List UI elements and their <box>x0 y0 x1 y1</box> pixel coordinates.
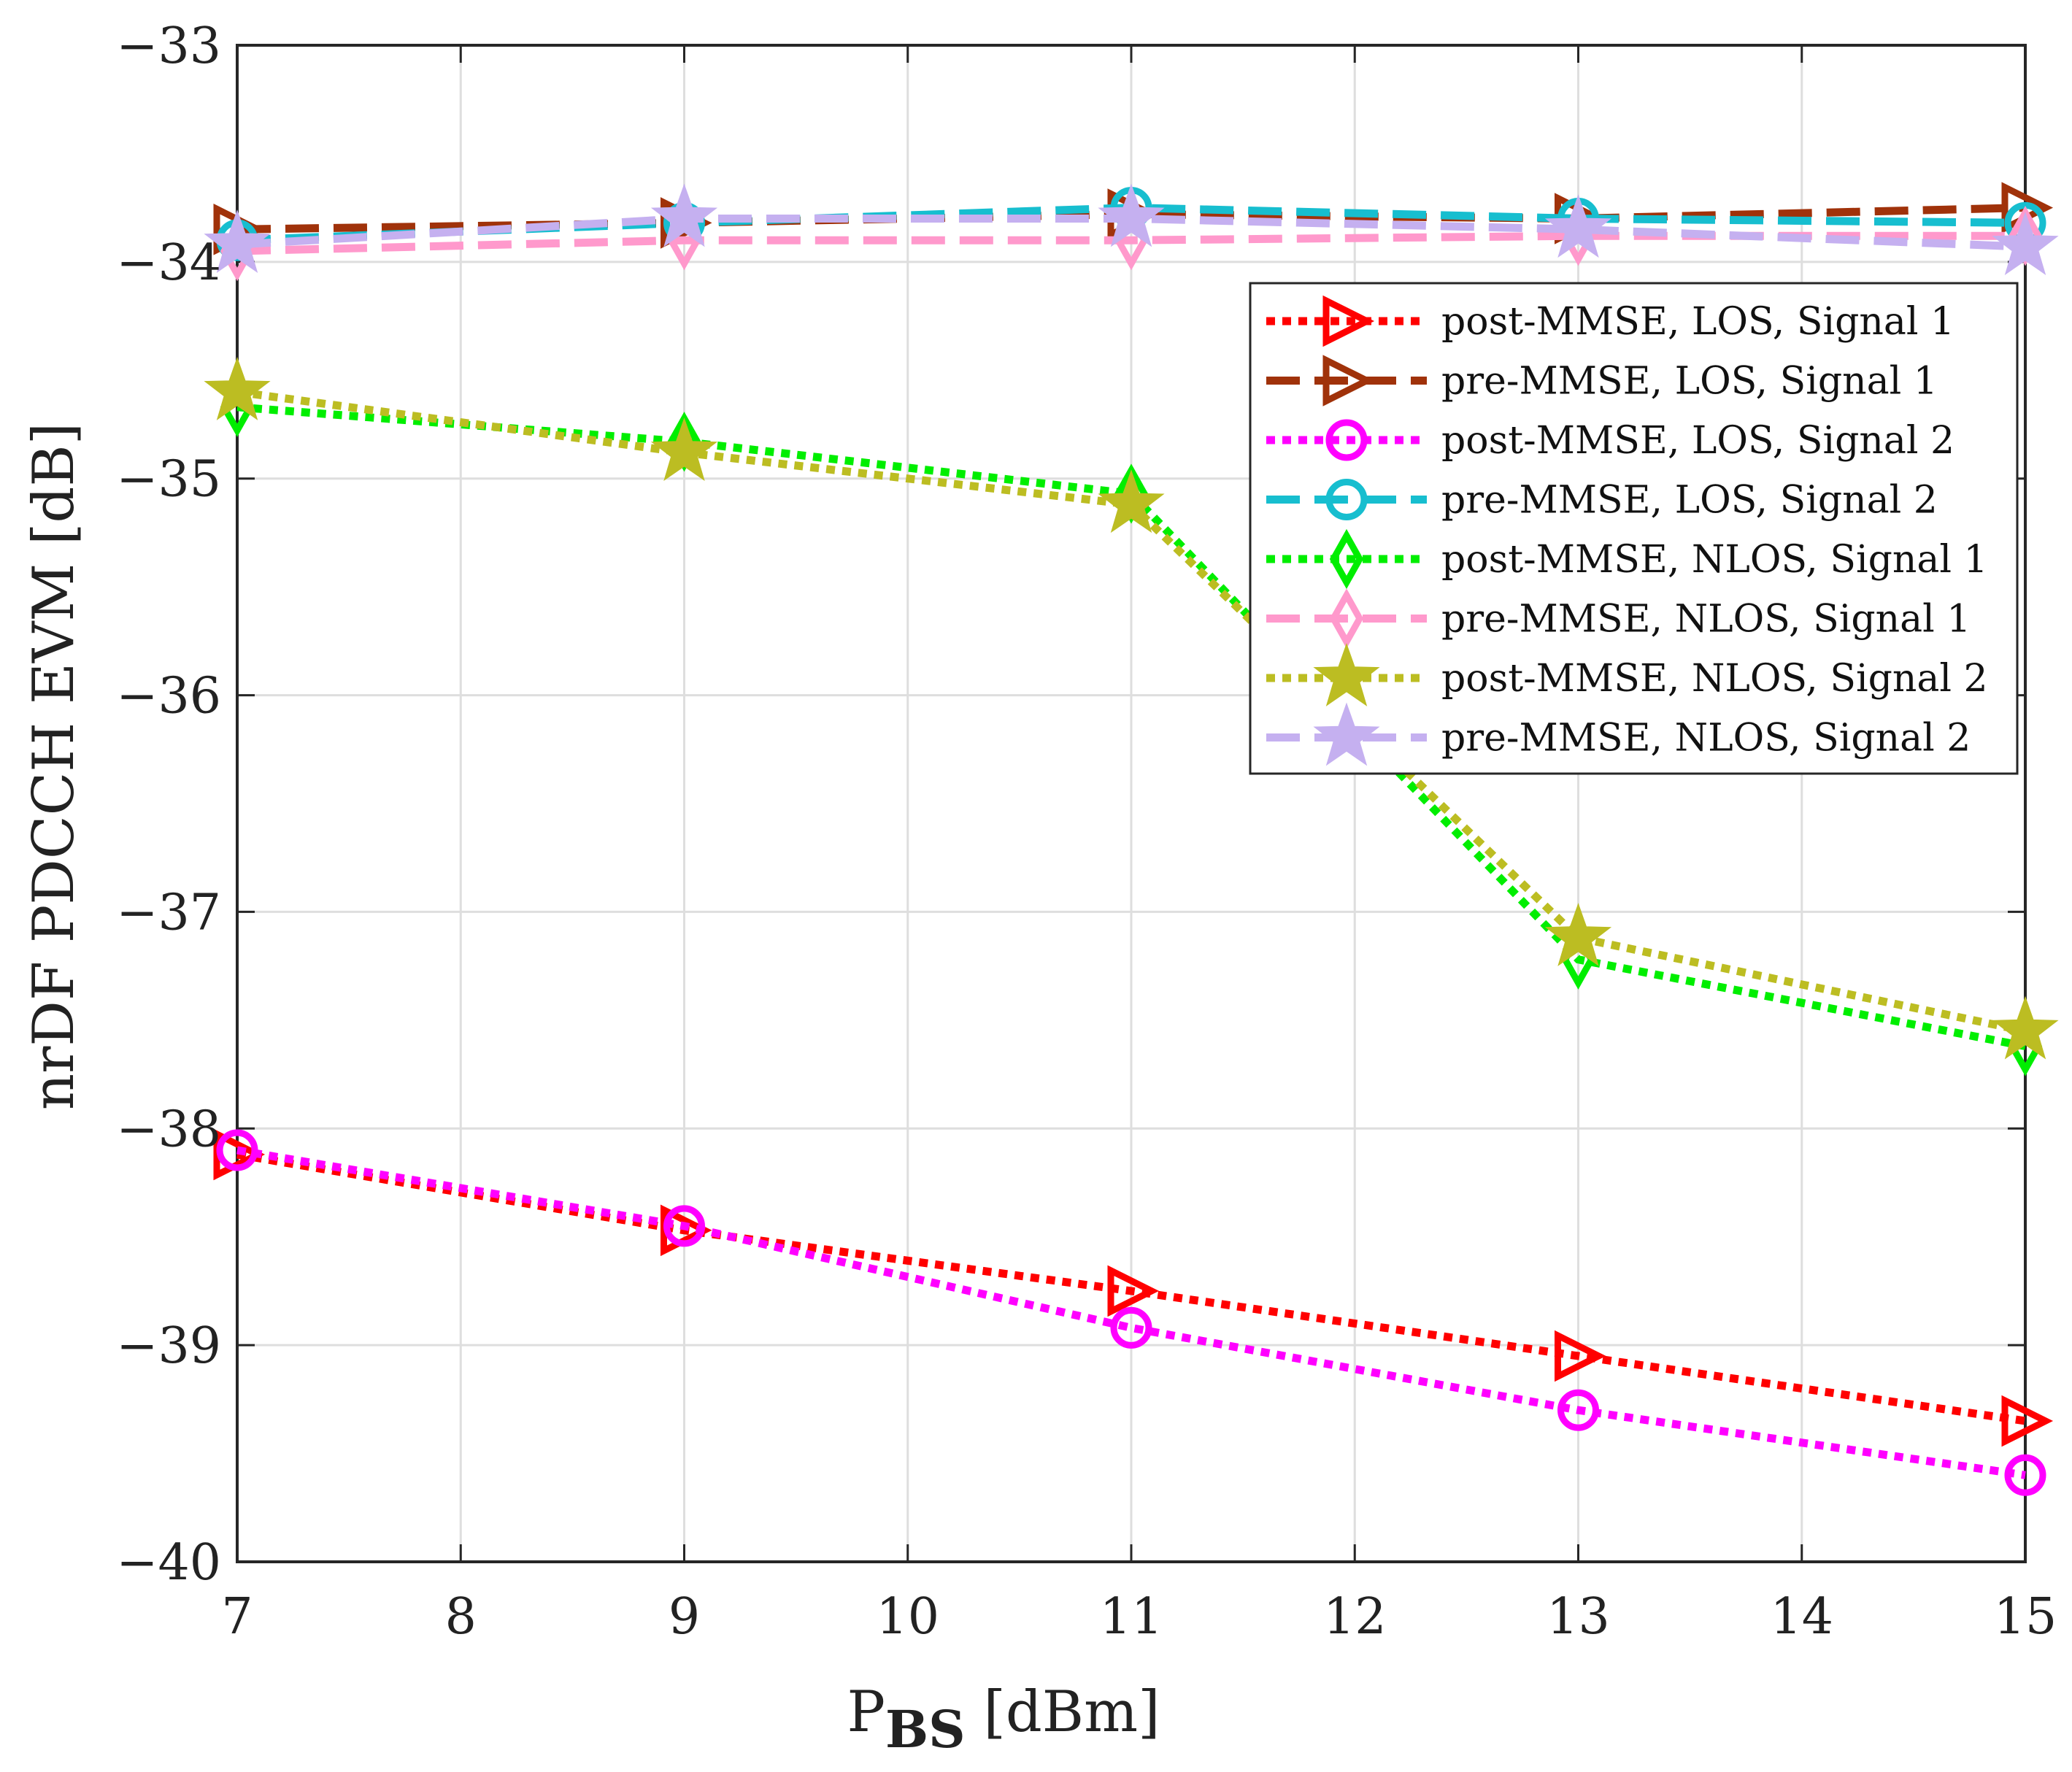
data-point <box>216 1129 258 1171</box>
legend-entry: post-MMSE, LOS, Signal 2 <box>1266 419 1954 463</box>
y-axis-title: nrDF PDCCH EVM [dB] <box>21 423 87 1110</box>
legend-entry: post-MMSE, NLOS, Signal 1 <box>1266 528 1988 590</box>
data-point <box>1555 1330 1606 1382</box>
data-point <box>2004 1454 2046 1496</box>
legend-entry: post-MMSE, LOS, Signal 1 <box>1266 295 1954 347</box>
x-tick-label: 14 <box>1770 1588 1833 1646</box>
legend-box <box>1249 282 2019 775</box>
data-point <box>650 417 718 481</box>
legend-entry: pre-MMSE, NLOS, Signal 1 <box>1266 588 1971 649</box>
y-tick-label: −38 <box>116 1101 221 1158</box>
data-point <box>1107 1265 1160 1317</box>
data-point <box>1098 183 1165 247</box>
x-tick-label: 10 <box>876 1588 939 1646</box>
legend: post-MMSE, LOS, Signal 1 pre-MMSE, LOS, S… <box>1249 282 2019 775</box>
legend-entry: pre-MMSE, LOS, Signal 1 <box>1266 355 1938 407</box>
x-axis-title-unit: [dBm] <box>966 1679 1160 1745</box>
x-tick-label: 9 <box>669 1588 700 1646</box>
series-7 <box>204 357 2059 1060</box>
legend-label: pre-MMSE, NLOS, Signal 1 <box>1441 598 1971 642</box>
data-point <box>650 183 718 247</box>
series-8 <box>204 183 2059 275</box>
x-axis-title-main: P <box>847 1679 885 1745</box>
x-tick-label: 7 <box>221 1588 253 1646</box>
x-tick-label: 8 <box>445 1588 477 1646</box>
data-point <box>1098 469 1165 533</box>
legend-swatch-marker <box>1313 702 1380 766</box>
series-layer <box>204 182 2059 1496</box>
legend-swatch-marker <box>1325 419 1368 461</box>
series-line <box>236 231 2025 255</box>
legend-entry: pre-MMSE, NLOS, Signal 2 <box>1266 702 1971 766</box>
x-tick-label: 12 <box>1323 1588 1387 1646</box>
data-point <box>1992 212 2059 275</box>
x-axis-title: PBS [dBm] <box>847 1679 1160 1760</box>
legend-label: post-MMSE, NLOS, Signal 2 <box>1441 657 1988 701</box>
y-tick-label: −36 <box>116 668 221 725</box>
y-tick-label: −35 <box>116 451 221 509</box>
series-line <box>236 1150 2026 1425</box>
data-point <box>2001 1395 2054 1447</box>
legend-label: pre-MMSE, NLOS, Signal 2 <box>1441 717 1971 760</box>
legend-label: post-MMSE, NLOS, Signal 1 <box>1441 538 1988 582</box>
legend-label: pre-MMSE, LOS, Signal 2 <box>1441 479 1938 523</box>
legend-label: post-MMSE, LOS, Signal 2 <box>1441 419 1954 463</box>
legend-swatch-marker <box>1313 643 1380 706</box>
x-tick-label: 13 <box>1547 1588 1610 1646</box>
y-tick-label: −34 <box>116 234 221 292</box>
y-tick-label: −40 <box>116 1534 221 1592</box>
x-tick-label: 11 <box>1100 1588 1163 1646</box>
legend-swatch-marker <box>1329 588 1364 649</box>
legend-entry: pre-MMSE, LOS, Signal 2 <box>1266 479 1938 523</box>
data-point <box>1544 903 1612 966</box>
legend-label: post-MMSE, LOS, Signal 1 <box>1441 300 1954 344</box>
x-tick-label: 15 <box>1994 1588 2057 1646</box>
y-tick-label: −33 <box>116 18 221 75</box>
data-point <box>204 209 271 273</box>
data-point <box>1110 1306 1152 1349</box>
legend-entry: post-MMSE, NLOS, Signal 2 <box>1266 643 1988 706</box>
series-3 <box>216 1129 2046 1496</box>
y-tick-label: −39 <box>116 1317 221 1375</box>
legend-swatch-marker <box>1329 528 1364 590</box>
legend-swatch-marker <box>1325 479 1368 520</box>
legend-swatch-marker <box>1322 295 1375 347</box>
data-point <box>1544 194 1612 258</box>
legend-swatch-marker <box>1322 355 1375 407</box>
x-axis-title-subscript: BS <box>885 1699 966 1760</box>
tick-labels: 7 8 9 10 11 12 13 14 15 −33 −34 −35 −36 −37 −38 −39 −40 <box>116 18 2057 1646</box>
data-point <box>1992 995 2059 1060</box>
series-line <box>236 1146 2026 1479</box>
data-point <box>663 1205 705 1247</box>
data-point <box>204 357 271 420</box>
y-tick-label: −37 <box>116 884 221 941</box>
data-point <box>1557 1389 1599 1431</box>
legend-label: pre-MMSE, LOS, Signal 1 <box>1441 360 1938 404</box>
